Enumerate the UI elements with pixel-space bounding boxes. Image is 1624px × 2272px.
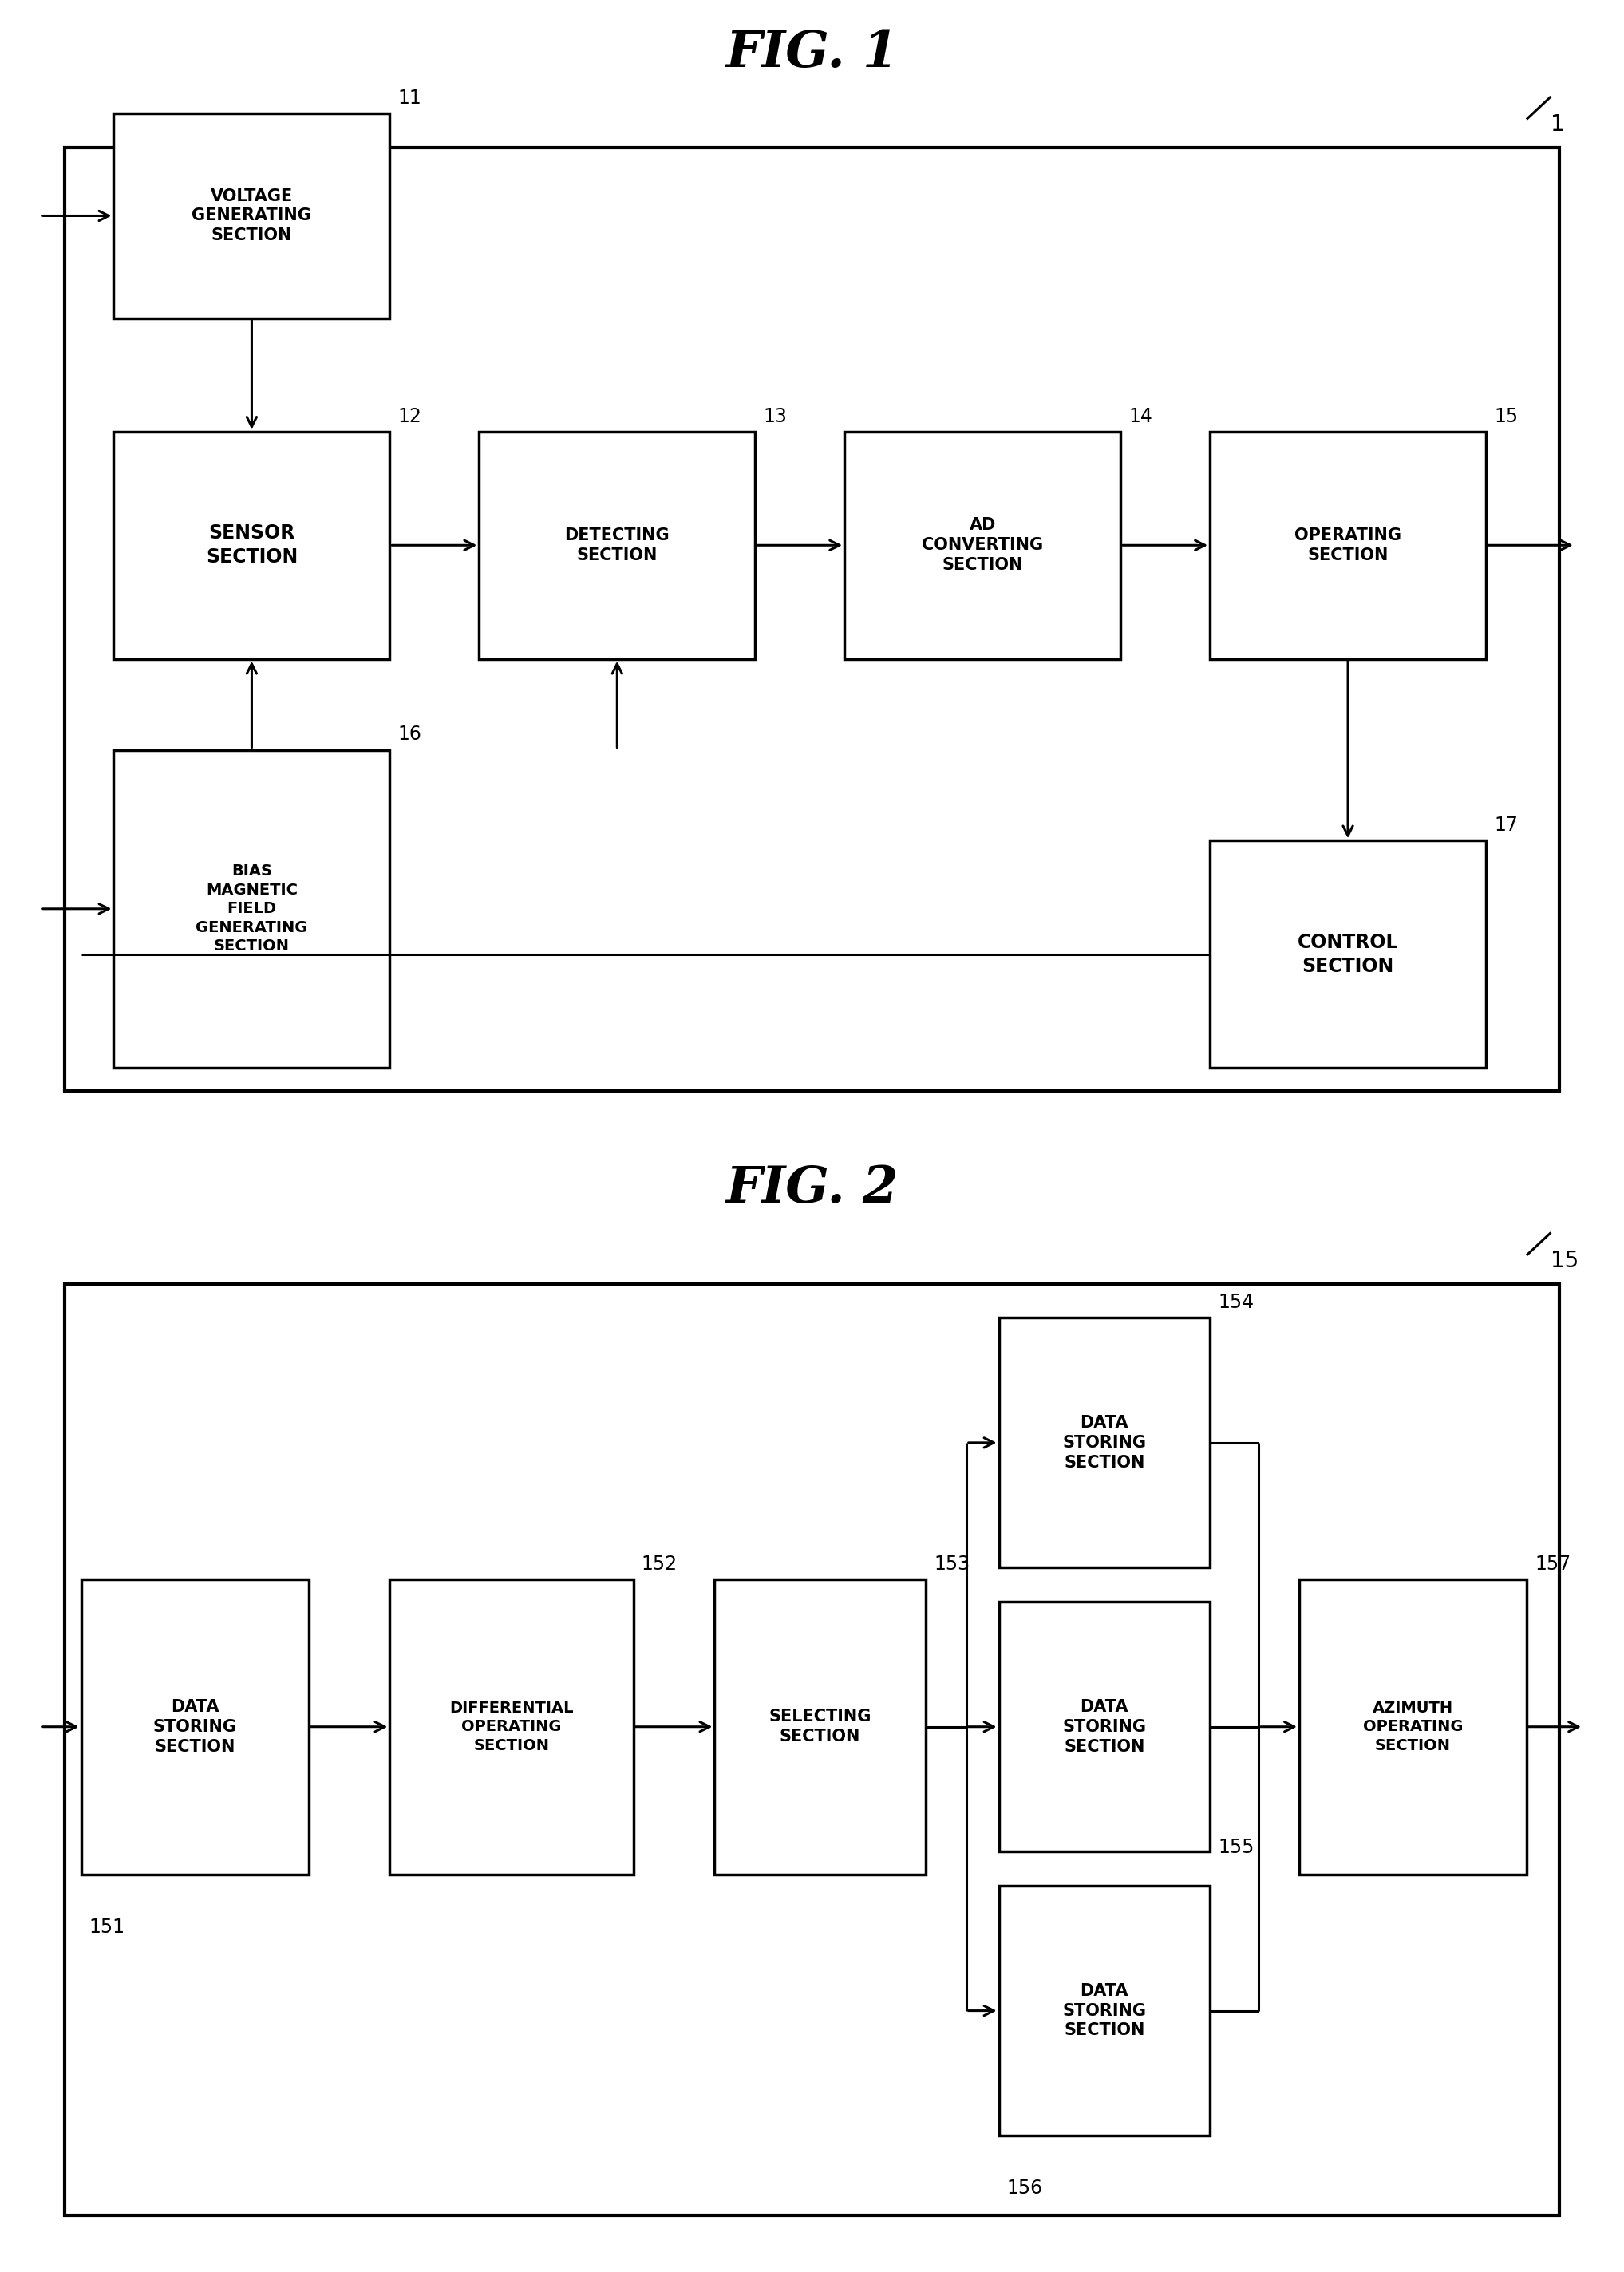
- Bar: [1210, 841, 1486, 1068]
- Text: 154: 154: [1218, 1293, 1254, 1311]
- Bar: [1299, 1579, 1527, 1874]
- Text: 157: 157: [1535, 1554, 1570, 1572]
- Text: 153: 153: [934, 1554, 970, 1572]
- Text: BIAS
MAGNETIC
FIELD
GENERATING
SECTION: BIAS MAGNETIC FIELD GENERATING SECTION: [197, 863, 307, 954]
- Text: DETECTING
SECTION: DETECTING SECTION: [565, 527, 669, 563]
- Text: 151: 151: [89, 1918, 125, 1936]
- Bar: [844, 432, 1121, 659]
- Bar: [715, 1579, 926, 1874]
- Text: AD
CONVERTING
SECTION: AD CONVERTING SECTION: [922, 518, 1043, 573]
- Bar: [81, 1579, 309, 1874]
- Text: DATA
STORING
SECTION: DATA STORING SECTION: [1062, 1699, 1147, 1754]
- Bar: [114, 750, 390, 1068]
- Text: FIG. 1: FIG. 1: [726, 30, 898, 77]
- Bar: [1210, 432, 1486, 659]
- Text: 15: 15: [1551, 1250, 1579, 1272]
- Bar: [999, 1602, 1210, 1852]
- Text: CONTROL
SECTION: CONTROL SECTION: [1298, 934, 1398, 975]
- Text: 14: 14: [1129, 407, 1153, 427]
- Bar: [479, 432, 755, 659]
- Bar: [114, 114, 390, 318]
- Text: 156: 156: [1007, 2179, 1043, 2199]
- Text: SENSOR
SECTION: SENSOR SECTION: [206, 525, 297, 566]
- Bar: [114, 432, 390, 659]
- Text: AZIMUTH
OPERATING
SECTION: AZIMUTH OPERATING SECTION: [1363, 1699, 1463, 1754]
- Text: FIG. 2: FIG. 2: [726, 1166, 898, 1213]
- Text: 15: 15: [1494, 407, 1518, 427]
- Text: VOLTAGE
GENERATING
SECTION: VOLTAGE GENERATING SECTION: [192, 189, 312, 243]
- Bar: [65, 1284, 1559, 2215]
- Text: 12: 12: [398, 407, 422, 427]
- Text: 17: 17: [1494, 816, 1518, 836]
- Bar: [65, 148, 1559, 1091]
- Text: 13: 13: [763, 407, 788, 427]
- Text: SELECTING
SECTION: SELECTING SECTION: [768, 1709, 872, 1745]
- Text: 16: 16: [398, 725, 422, 745]
- Bar: [999, 1886, 1210, 2136]
- Text: DIFFERENTIAL
OPERATING
SECTION: DIFFERENTIAL OPERATING SECTION: [450, 1699, 573, 1754]
- Text: DATA
STORING
SECTION: DATA STORING SECTION: [1062, 1415, 1147, 1470]
- Text: 152: 152: [641, 1554, 677, 1572]
- Bar: [390, 1579, 633, 1874]
- Text: 11: 11: [398, 89, 422, 109]
- Text: 155: 155: [1218, 1838, 1254, 1858]
- Text: 1: 1: [1551, 114, 1566, 136]
- Text: DATA
STORING
SECTION: DATA STORING SECTION: [153, 1699, 237, 1754]
- Text: DATA
STORING
SECTION: DATA STORING SECTION: [1062, 1983, 1147, 2038]
- Text: OPERATING
SECTION: OPERATING SECTION: [1294, 527, 1402, 563]
- Bar: [999, 1318, 1210, 1568]
